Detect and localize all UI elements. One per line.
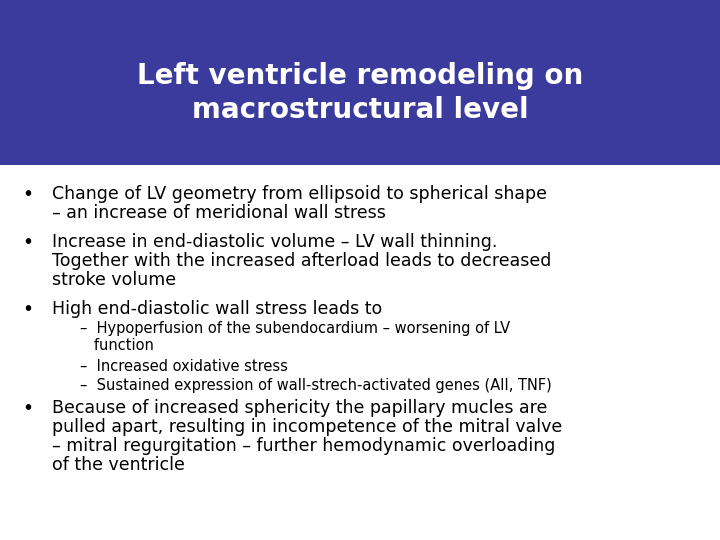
Text: – an increase of meridional wall stress: – an increase of meridional wall stress [52,204,386,222]
Text: of the ventricle: of the ventricle [52,456,185,474]
Text: •: • [22,233,33,252]
Text: Left ventricle remodeling on: Left ventricle remodeling on [137,62,583,90]
Text: •: • [22,300,33,319]
Text: Increase in end-diastolic volume – LV wall thinning.: Increase in end-diastolic volume – LV wa… [52,233,498,251]
Text: •: • [22,185,33,204]
Text: –  Hypoperfusion of the subendocardium – worsening of LV: – Hypoperfusion of the subendocardium – … [80,321,510,336]
Text: –  Sustained expression of wall-strech-activated genes (AII, TNF): – Sustained expression of wall-strech-ac… [80,378,552,393]
Text: function: function [80,338,154,353]
Text: pulled apart, resulting in incompetence of the mitral valve: pulled apart, resulting in incompetence … [52,418,562,436]
Text: High end-diastolic wall stress leads to: High end-diastolic wall stress leads to [52,300,382,318]
Text: Because of increased sphericity the papillary mucles are: Because of increased sphericity the papi… [52,399,547,417]
Text: •: • [22,399,33,418]
Text: macrostructural level: macrostructural level [192,96,528,124]
Bar [0,0,720,165]
Text: Together with the increased afterload leads to decreased: Together with the increased afterload le… [52,252,552,270]
Text: stroke volume: stroke volume [52,271,176,289]
Text: –  Increased oxidative stress: – Increased oxidative stress [80,359,288,374]
Text: – mitral regurgitation – further hemodynamic overloading: – mitral regurgitation – further hemodyn… [52,437,555,455]
Text: Change of LV geometry from ellipsoid to spherical shape: Change of LV geometry from ellipsoid to … [52,185,547,203]
